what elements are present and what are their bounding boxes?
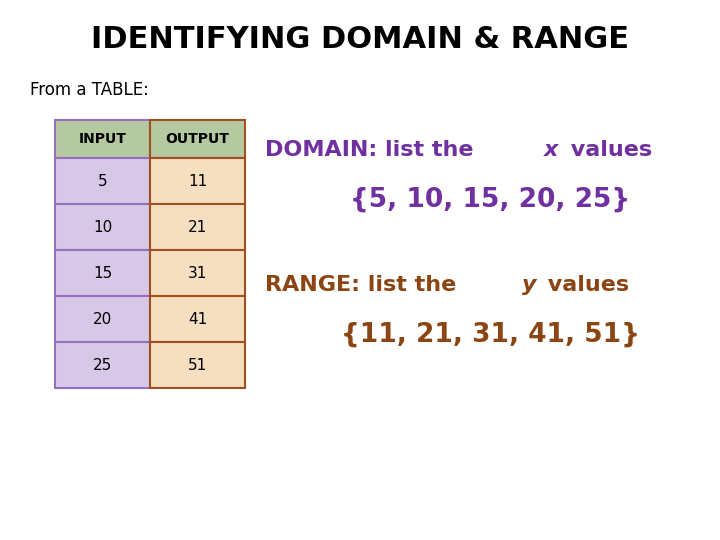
FancyBboxPatch shape [150, 158, 245, 204]
FancyBboxPatch shape [55, 250, 150, 296]
FancyBboxPatch shape [150, 296, 245, 342]
FancyBboxPatch shape [55, 204, 150, 250]
Text: values: values [562, 140, 652, 160]
Text: values: values [541, 275, 629, 295]
Text: 25: 25 [93, 357, 112, 373]
Text: INPUT: INPUT [78, 132, 127, 146]
Text: {5, 10, 15, 20, 25}: {5, 10, 15, 20, 25} [350, 187, 630, 213]
Text: 51: 51 [188, 357, 207, 373]
Text: From a TABLE:: From a TABLE: [30, 81, 149, 99]
Text: IDENTIFYING DOMAIN & RANGE: IDENTIFYING DOMAIN & RANGE [91, 25, 629, 55]
Text: RANGE: list the: RANGE: list the [265, 275, 464, 295]
FancyBboxPatch shape [55, 296, 150, 342]
Text: 11: 11 [188, 173, 207, 188]
Text: 5: 5 [98, 173, 107, 188]
FancyBboxPatch shape [150, 250, 245, 296]
FancyBboxPatch shape [55, 120, 150, 158]
Text: y: y [522, 275, 536, 295]
Text: 41: 41 [188, 312, 207, 327]
Text: 20: 20 [93, 312, 112, 327]
FancyBboxPatch shape [150, 342, 245, 388]
Text: {11, 21, 31, 41, 51}: {11, 21, 31, 41, 51} [341, 322, 639, 348]
FancyBboxPatch shape [55, 158, 150, 204]
Text: 15: 15 [93, 266, 112, 280]
Text: OUTPUT: OUTPUT [166, 132, 230, 146]
FancyBboxPatch shape [55, 342, 150, 388]
Text: DOMAIN: list the: DOMAIN: list the [265, 140, 481, 160]
Text: 10: 10 [93, 219, 112, 234]
FancyBboxPatch shape [150, 120, 245, 158]
FancyBboxPatch shape [150, 204, 245, 250]
Text: 21: 21 [188, 219, 207, 234]
Text: x: x [544, 140, 559, 160]
Text: 31: 31 [188, 266, 207, 280]
